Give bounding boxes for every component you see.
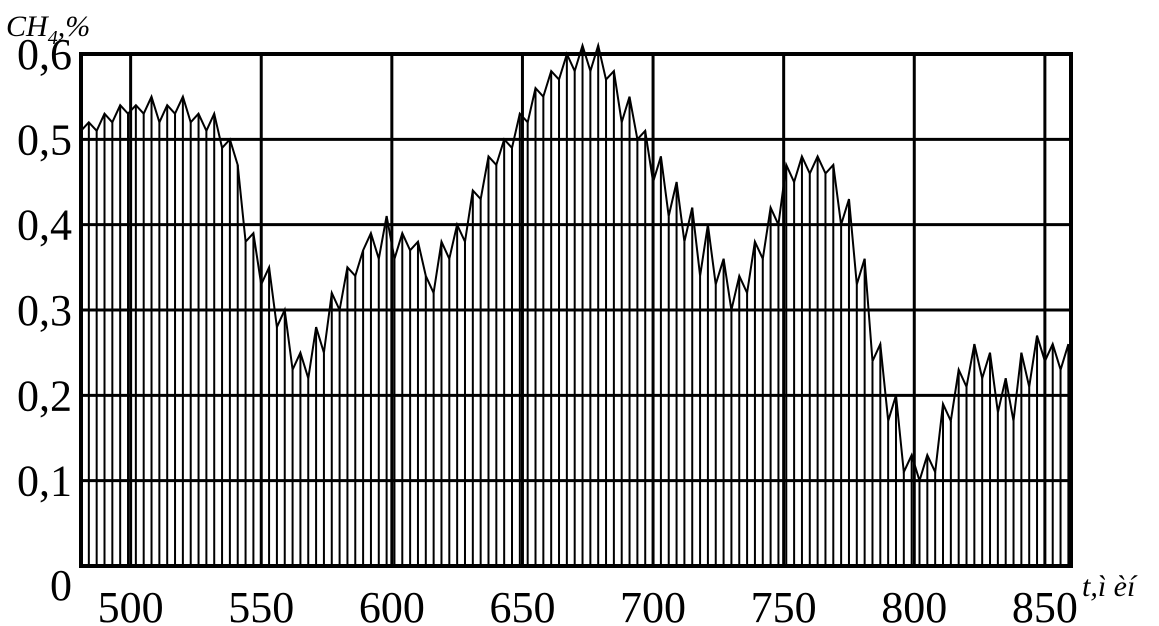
y-tick-label-0.2: 0,2 [17,371,72,420]
y-tick-label-0.6: 0,6 [17,30,72,79]
x-tick-label-700: 700 [620,583,686,626]
x-tick-label-500: 500 [98,583,164,626]
x-tick-label-850: 850 [1012,583,1078,626]
x-tick-label-600: 600 [359,583,425,626]
y-axis-label-sub: 4 [48,27,58,49]
y-tick-label-0.4: 0,4 [17,201,72,250]
plot-frame [79,52,1073,568]
tick-labels: 0 0,1 0,2 0,3 0,4 0,5 0,6 500 550 600 650 700 750 800… [17,30,1078,626]
plot-area [79,41,1073,568]
y-axis-label: CH4,% [6,10,90,49]
y-axis-label-unit: ,% [58,10,91,43]
x-tick-label-800: 800 [881,583,947,626]
y-tick-label-0.5: 0,5 [17,115,72,164]
x-tick-label-750: 750 [751,583,817,626]
y-tick-label-0.1: 0,1 [17,457,72,506]
x-tick-label-650: 650 [489,583,555,626]
y-tick-label-0: 0 [50,561,72,610]
x-tick-label-550: 550 [228,583,294,626]
series-line [80,41,1070,485]
y-tick-label-0.3: 0,3 [17,286,72,335]
y-axis-label-main: CH [6,10,50,43]
x-axis-label: t,ì èí [1082,570,1138,603]
